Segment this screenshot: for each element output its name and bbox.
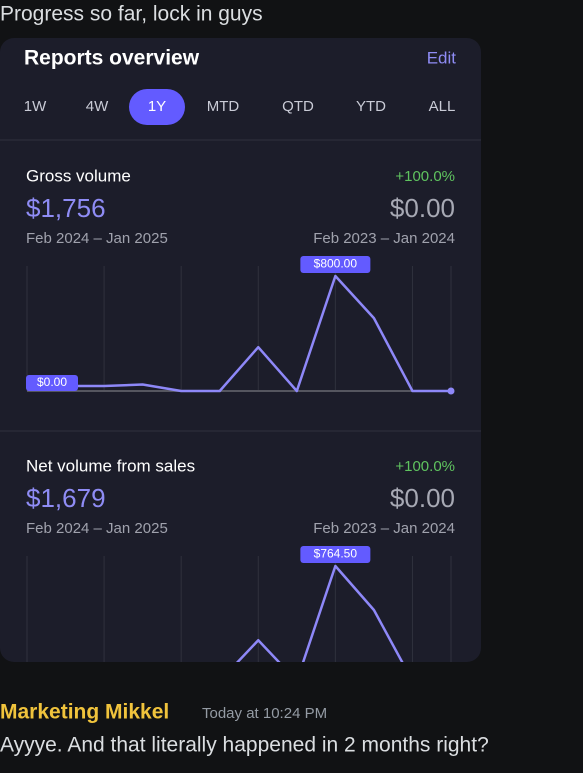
report-card[interactable] xyxy=(0,38,481,662)
tab[interactable]: 4W xyxy=(86,98,109,115)
line xyxy=(27,274,451,393)
compare-period: Feb 2023 – Jan 2024 xyxy=(313,520,455,537)
reply-timestamp: Today at 10:24 PM xyxy=(202,705,327,722)
end-dot xyxy=(447,387,455,395)
reply-author[interactable]: Marketing Mikkel xyxy=(0,701,169,724)
card-content: 1W 4W 1Y MTD QTD YTD ALL Gross volume +100.0% $1,… xyxy=(24,89,456,685)
compare-value: $0.00 xyxy=(390,193,455,223)
message-text: Progress so far, lock in guys xyxy=(0,3,263,26)
period: Feb 2024 – Jan 2025 xyxy=(26,520,168,537)
line xyxy=(27,564,451,662)
metric-label: Gross volume xyxy=(26,166,131,185)
reply-text: Ayyye. And that literally happened in 2 … xyxy=(0,734,489,757)
peak-label: $800.00 xyxy=(314,257,358,271)
tab[interactable]: YTD xyxy=(356,98,386,115)
start-label-pill xyxy=(26,375,78,391)
metric-value: $1,679 xyxy=(26,483,106,513)
peak-label-pill xyxy=(300,256,371,273)
metric-change: +100.0% xyxy=(395,458,455,475)
tab-selected-pill xyxy=(129,89,185,125)
peak-label: $764.50 xyxy=(314,547,358,561)
tab[interactable]: 1Y xyxy=(148,98,166,115)
metric-change: +100.0% xyxy=(395,168,455,185)
start-label: $0.00 xyxy=(37,375,67,389)
metric-label: Net volume from sales xyxy=(26,456,195,475)
compare-period: Feb 2023 – Jan 2024 xyxy=(313,230,455,247)
edit-button[interactable]: Edit xyxy=(427,48,457,67)
end-dot xyxy=(448,678,455,685)
card-title: Reports overview xyxy=(24,47,200,70)
compare-value: $0.00 xyxy=(390,483,455,513)
metric-value: $1,756 xyxy=(26,193,106,223)
tab[interactable]: QTD xyxy=(282,98,314,115)
tab[interactable]: ALL xyxy=(429,98,456,115)
period: Feb 2024 – Jan 2025 xyxy=(26,230,168,247)
peak-label-pill xyxy=(300,546,371,563)
tab[interactable]: MTD xyxy=(207,98,240,115)
tab[interactable]: 1W xyxy=(24,98,47,115)
